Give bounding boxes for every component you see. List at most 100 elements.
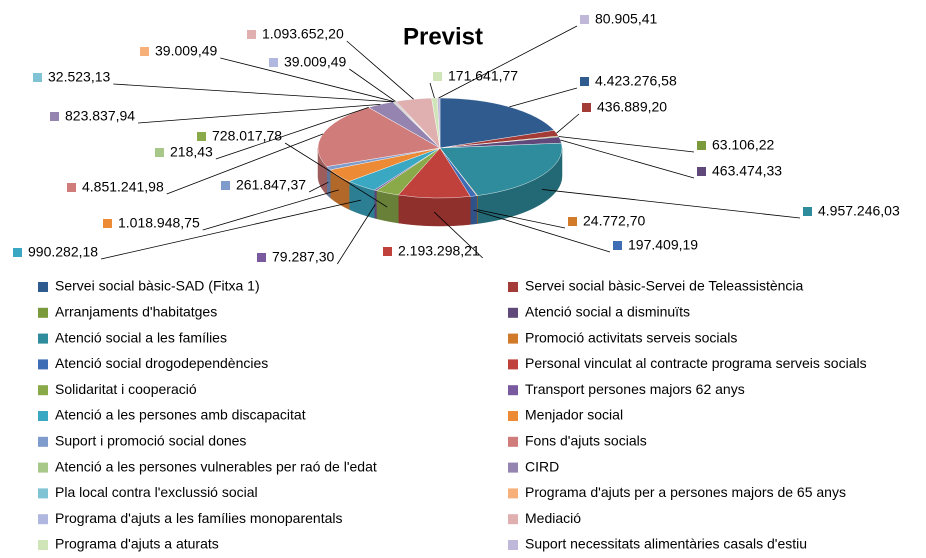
- legend-label: CIRD: [525, 458, 559, 474]
- label-swatch: [67, 183, 76, 192]
- label-swatch: [155, 148, 164, 157]
- legend-swatch: [508, 282, 518, 292]
- legend-label: Programa d'ajuts a les famílies monopare…: [55, 510, 342, 526]
- leader-line: [476, 209, 566, 229]
- data-label: 463.474,33: [712, 163, 782, 179]
- data-label: 39.009,49: [284, 54, 346, 70]
- label-swatch: [803, 207, 812, 216]
- label-swatch: [383, 247, 392, 256]
- data-label: 63.106,22: [712, 137, 774, 153]
- legend-swatch: [508, 462, 518, 473]
- data-label: 2.193.298,21: [398, 243, 480, 259]
- data-label: 32.523,13: [48, 69, 110, 85]
- data-label: 4.423.276,58: [595, 73, 677, 89]
- data-label: 39.009,49: [155, 43, 217, 59]
- legend-label: Atenció a les persones vulnerables per r…: [55, 458, 377, 474]
- leader-line: [215, 107, 369, 160]
- legend-label: Menjador social: [525, 407, 623, 423]
- legend-swatch: [508, 385, 518, 396]
- slice: [437, 97, 441, 149]
- legend-label: Servei social bàsic-Servei de Teleassist…: [525, 278, 804, 294]
- legend-swatch: [38, 514, 48, 525]
- leader-line: [113, 83, 394, 103]
- legend-label: Atenció social a disminuïts: [525, 304, 690, 320]
- slice-side: [470, 195, 477, 225]
- leader-line: [202, 189, 339, 231]
- data-label: 171.641,77: [448, 68, 518, 84]
- leader-line: [336, 204, 376, 265]
- legend-swatch: [508, 333, 518, 344]
- slice-side: [373, 189, 377, 220]
- data-label: 823.837,94: [65, 108, 135, 124]
- legend-swatch: [38, 359, 48, 370]
- leader-line: [560, 139, 695, 179]
- legend-label: Atenció social a les famílies: [55, 329, 227, 345]
- data-label: 1.093.652,20: [262, 26, 344, 42]
- legend-label: Fons d'ajuts socials: [525, 433, 647, 449]
- legend-swatch: [38, 411, 48, 421]
- label-swatch: [221, 181, 230, 190]
- label-swatch: [580, 15, 589, 24]
- label-swatch: [613, 241, 622, 250]
- label-swatch: [697, 141, 706, 150]
- leader-line: [346, 40, 414, 100]
- leader-line: [473, 209, 611, 253]
- label-swatch: [269, 58, 278, 67]
- leader-line: [541, 189, 801, 219]
- leader-line: [433, 211, 484, 259]
- label-swatch: [433, 72, 442, 81]
- legend-label: Solidaritat i cooperació: [55, 381, 197, 397]
- data-label: 197.409,19: [628, 237, 698, 253]
- label-swatch: [257, 253, 266, 262]
- legend-swatch: [508, 540, 518, 550]
- leader-line: [558, 136, 695, 153]
- label-swatch: [580, 77, 589, 86]
- legend-swatch: [508, 359, 518, 370]
- data-label: 80.905,41: [595, 11, 657, 27]
- legend-swatch: [508, 307, 518, 318]
- legend-swatch: [508, 411, 518, 421]
- slice-side: [398, 194, 471, 227]
- legend-label: Arranjaments d'habitatges: [55, 304, 217, 320]
- label-swatch: [697, 167, 706, 176]
- data-label: 990.282,18: [28, 244, 98, 260]
- legend-label: Programa d'ajuts per a persones majors d…: [525, 484, 846, 500]
- leader-line: [556, 113, 580, 134]
- label-swatch: [247, 30, 256, 39]
- legend-label: Suport i promoció social dones: [55, 433, 246, 449]
- label-swatch: [140, 47, 149, 56]
- label-swatch: [13, 248, 22, 257]
- legend-label: Transport persones majors 62 anys: [525, 381, 745, 397]
- legend-swatch: [38, 462, 48, 473]
- legend-swatch: [38, 488, 48, 499]
- legend-label: Mediació: [525, 510, 581, 526]
- leader-line: [284, 142, 388, 208]
- leader-line: [349, 68, 396, 102]
- label-swatch: [568, 217, 577, 226]
- leader-line: [220, 57, 395, 103]
- data-label: 79.287,30: [272, 249, 334, 265]
- data-label: 728.017,78: [212, 128, 282, 144]
- chart-title: Previst: [403, 23, 483, 50]
- data-label: 436.889,20: [597, 99, 667, 115]
- data-label: 24.772,70: [583, 213, 645, 229]
- legend-swatch: [38, 333, 48, 344]
- slice: [439, 142, 563, 196]
- legend-label: Suport necessitats alimentàries casals d…: [525, 536, 807, 552]
- label-swatch: [33, 73, 42, 82]
- leader-line: [138, 103, 381, 124]
- leader-line: [308, 181, 329, 193]
- leader-line: [438, 25, 578, 99]
- data-label: 4.957.246,03: [818, 203, 900, 219]
- label-swatch: [103, 219, 112, 228]
- data-label: 1.018.948,75: [118, 215, 200, 231]
- leader-line: [429, 82, 435, 99]
- data-label: 4.851.241,98: [82, 179, 164, 195]
- legend-label: Servei social bàsic-SAD (Fitxa 1): [55, 278, 260, 294]
- legend-swatch: [38, 307, 48, 318]
- legend-swatch: [508, 514, 518, 525]
- pie: [317, 97, 563, 227]
- leader-line: [100, 199, 362, 260]
- label-swatch: [582, 103, 591, 112]
